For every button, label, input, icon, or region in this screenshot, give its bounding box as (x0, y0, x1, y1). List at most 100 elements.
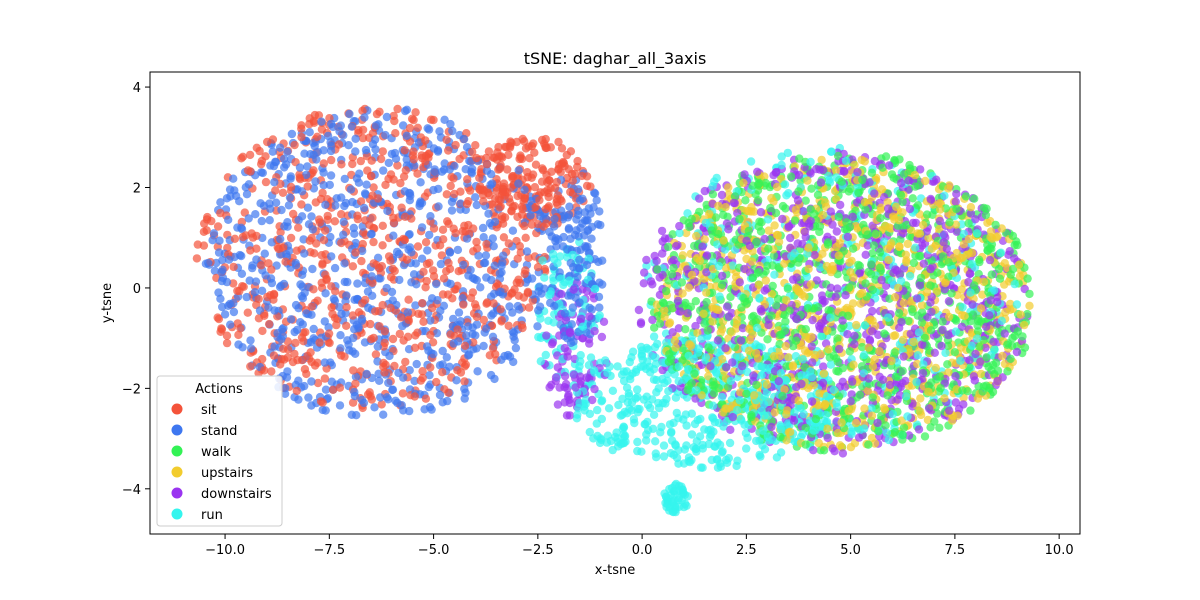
scatter-point-run (585, 427, 594, 437)
scatter-point-sit (297, 355, 307, 365)
scatter-point-upstairs (724, 183, 733, 192)
scatter-point-downstairs (982, 322, 991, 331)
scatter-point-upstairs (1025, 301, 1034, 310)
scatter-point-sit (311, 198, 320, 207)
scatter-point-downstairs (742, 236, 751, 245)
scatter-point-run (903, 412, 912, 421)
scatter-point-sit (252, 244, 261, 253)
scatter-point-downstairs (926, 264, 935, 274)
scatter-point-upstairs (767, 193, 776, 203)
scatter-point-stand (257, 216, 266, 226)
scatter-point-walk (920, 333, 929, 343)
scatter-point-run (630, 418, 639, 428)
scatter-point-walk (664, 242, 673, 252)
scatter-point-upstairs (856, 299, 865, 308)
scatter-point-run (845, 321, 854, 331)
scatter-point-upstairs (754, 280, 763, 290)
scatter-point-upstairs (774, 237, 784, 247)
scatter-point-stand (484, 209, 493, 218)
scatter-point-stand (416, 178, 425, 187)
scatter-point-sit (286, 233, 296, 243)
scatter-point-stand (367, 272, 376, 281)
scatter-point-run (940, 191, 949, 200)
scatter-point-sit (540, 267, 550, 276)
scatter-point-sit (523, 287, 533, 297)
scatter-point-walk (1023, 274, 1032, 283)
scatter-point-stand (476, 283, 485, 292)
scatter-point-sit (377, 400, 386, 409)
data-points (192, 104, 1034, 517)
scatter-point-upstairs (747, 257, 757, 266)
scatter-point-run (565, 276, 574, 285)
scatter-point-sit (371, 307, 380, 316)
scatter-point-walk (880, 329, 889, 338)
scatter-point-upstairs (692, 231, 701, 241)
scatter-point-downstairs (938, 325, 947, 335)
scatter-point-run (669, 418, 678, 428)
scatter-point-walk (987, 270, 996, 279)
scatter-point-downstairs (906, 329, 915, 338)
scatter-point-run (581, 399, 590, 409)
scatter-point-downstairs (563, 384, 572, 393)
scatter-point-run (997, 316, 1006, 325)
scatter-point-downstairs (683, 309, 692, 318)
scatter-point-sit (448, 294, 457, 303)
scatter-point-walk (687, 379, 696, 388)
scatter-point-stand (341, 198, 351, 208)
scatter-point-upstairs (744, 346, 754, 355)
scatter-point-stand (256, 199, 265, 208)
scatter-point-run (780, 180, 790, 189)
scatter-point-walk (854, 260, 863, 270)
scatter-point-downstairs (569, 285, 578, 294)
scatter-point-upstairs (678, 289, 687, 298)
scatter-point-walk (985, 244, 995, 253)
scatter-point-sit (265, 319, 274, 329)
scatter-point-downstairs (940, 285, 949, 294)
scatter-point-upstairs (891, 202, 901, 211)
scatter-point-run (659, 452, 669, 461)
scatter-point-downstairs (806, 169, 815, 178)
scatter-point-run (574, 404, 583, 413)
scatter-point-stand (362, 180, 371, 189)
scatter-point-stand (533, 322, 542, 331)
scatter-point-walk (769, 251, 779, 260)
scatter-point-walk (943, 360, 952, 369)
scatter-point-walk (767, 311, 776, 320)
scatter-point-stand (426, 212, 435, 221)
scatter-point-sit (460, 341, 470, 350)
scatter-point-stand (222, 277, 232, 287)
scatter-point-run (672, 453, 682, 463)
scatter-point-sit (321, 226, 330, 235)
scatter-point-stand (257, 286, 267, 295)
scatter-point-stand (343, 277, 352, 287)
scatter-point-downstairs (952, 189, 961, 199)
scatter-point-stand (336, 331, 345, 340)
scatter-point-run (677, 496, 686, 505)
scatter-point-stand (382, 112, 392, 122)
scatter-point-run (880, 237, 889, 246)
scatter-point-sit (358, 106, 367, 116)
scatter-point-downstairs (826, 283, 835, 292)
scatter-point-sit (378, 147, 387, 156)
scatter-point-run (860, 350, 869, 360)
scatter-point-upstairs (935, 224, 944, 234)
scatter-point-sit (351, 379, 360, 388)
scatter-point-walk (702, 297, 711, 307)
scatter-point-walk (668, 230, 677, 239)
scatter-point-run (746, 157, 756, 166)
scatter-point-sit (515, 242, 524, 251)
scatter-point-run (913, 351, 922, 360)
scatter-point-run (951, 327, 961, 336)
scatter-point-sit (366, 319, 375, 329)
scatter-point-run (586, 353, 596, 362)
scatter-point-walk (894, 372, 903, 382)
scatter-point-sit (267, 265, 276, 274)
scatter-point-run (541, 350, 550, 360)
scatter-point-downstairs (904, 176, 913, 185)
scatter-point-stand (295, 163, 305, 172)
scatter-point-sit (357, 256, 366, 266)
scatter-point-sit (264, 259, 273, 268)
scatter-point-upstairs (770, 408, 779, 417)
scatter-point-stand (370, 403, 379, 412)
scatter-point-upstairs (708, 317, 717, 326)
